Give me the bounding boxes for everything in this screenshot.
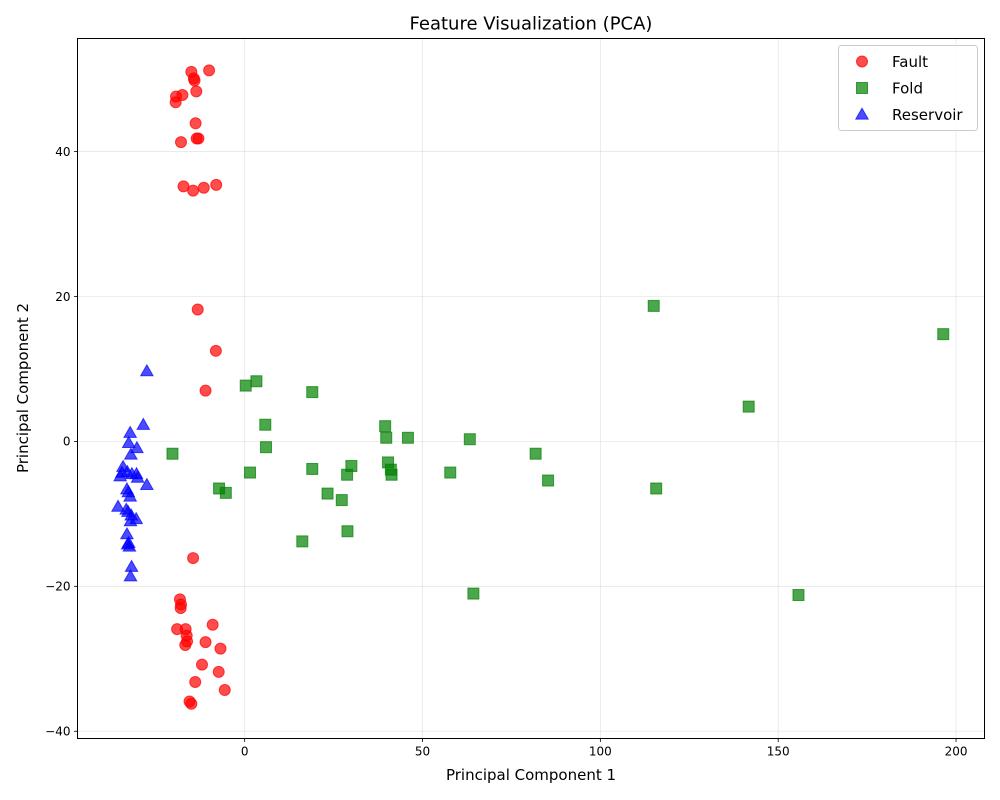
y-tick-label: −20 xyxy=(45,580,70,594)
fault-point xyxy=(188,74,201,87)
x-tick-label: 50 xyxy=(415,745,430,759)
legend-marker-square xyxy=(856,82,868,94)
fold-point xyxy=(296,535,309,548)
fault-point xyxy=(179,639,192,652)
data-points xyxy=(110,64,950,710)
x-tick-label: 100 xyxy=(589,745,612,759)
reservoir-point xyxy=(136,417,151,430)
fold-point xyxy=(306,462,319,475)
y-tick-label: 0 xyxy=(63,435,71,449)
fault-point xyxy=(189,117,202,130)
fold-point xyxy=(742,400,755,413)
x-tick-label: 150 xyxy=(767,745,790,759)
y-tick-label: −40 xyxy=(45,725,70,739)
reservoir-point xyxy=(130,470,145,483)
fold-point xyxy=(401,431,414,444)
fold-point xyxy=(380,431,393,444)
fault-point xyxy=(192,132,205,145)
reservoir-point xyxy=(123,447,138,460)
reservoir-point xyxy=(122,539,137,552)
y-axis-title: Principal Component 2 xyxy=(14,303,32,473)
axis-ticks: 0 50 100 150 200 −40 −20 0 20 40 xyxy=(45,145,967,759)
legend-item-fault: Fault xyxy=(856,53,928,71)
fault-point xyxy=(199,384,212,397)
fold-point xyxy=(444,466,457,479)
legend-item-reservoir: Reservoir xyxy=(854,106,963,124)
fault-point xyxy=(197,181,210,194)
fold-point xyxy=(260,441,273,454)
fold-point xyxy=(219,486,232,499)
fault-point xyxy=(206,618,219,631)
reservoir-point xyxy=(139,363,154,377)
legend-frame xyxy=(838,45,978,131)
reservoir-point xyxy=(123,489,138,502)
fold-point xyxy=(542,474,555,487)
fault-point xyxy=(195,658,208,671)
fault-point xyxy=(189,675,202,688)
fault-point xyxy=(203,64,216,77)
fold-point xyxy=(259,418,272,431)
legend-marker-triangle xyxy=(854,107,870,120)
fold-point xyxy=(792,589,805,602)
fold-point xyxy=(379,420,392,433)
legend-item-fold: Fold xyxy=(856,80,923,98)
legend: Fault Fold Reservoir xyxy=(838,45,978,131)
fold-point xyxy=(306,386,319,399)
y-tick-label: 20 xyxy=(55,290,70,304)
fold-point xyxy=(650,482,663,495)
legend-label: Fault xyxy=(892,53,928,71)
fault-point xyxy=(191,303,204,316)
fault-point xyxy=(209,344,222,357)
fold-point xyxy=(647,299,660,312)
chart-title: Feature Visualization (PCA) xyxy=(410,14,653,35)
series-fault xyxy=(169,64,231,710)
fold-point xyxy=(467,587,480,600)
reservoir-point xyxy=(123,568,138,582)
legend-label: Reservoir xyxy=(892,106,963,124)
x-tick-label: 200 xyxy=(945,745,968,759)
fault-point xyxy=(218,683,231,696)
y-tick-label: 40 xyxy=(55,145,70,159)
fold-point xyxy=(937,328,950,341)
plot-area-frame xyxy=(77,38,985,739)
reservoir-point xyxy=(139,477,154,491)
x-tick-label: 0 xyxy=(241,745,249,759)
grid-lines xyxy=(77,38,985,739)
reservoir-point xyxy=(129,440,144,454)
fault-point xyxy=(199,636,212,649)
series-reservoir xyxy=(110,363,154,582)
fold-point xyxy=(250,375,263,388)
legend-label: Fold xyxy=(892,80,923,98)
fault-point xyxy=(171,623,184,636)
fold-point xyxy=(341,525,354,538)
fold-point xyxy=(341,468,354,481)
fold-point xyxy=(244,466,257,479)
fold-point xyxy=(463,433,476,446)
fault-point xyxy=(214,642,227,655)
reservoir-point xyxy=(121,435,136,448)
fault-point xyxy=(175,136,188,149)
reservoir-point xyxy=(123,425,138,438)
fault-point xyxy=(169,96,182,109)
fault-point xyxy=(185,697,198,710)
series-fold xyxy=(166,299,950,602)
fault-point xyxy=(190,85,203,98)
reservoir-point xyxy=(110,499,126,512)
fault-point xyxy=(210,178,223,191)
fold-point xyxy=(239,379,252,392)
fold-point xyxy=(166,447,179,460)
x-axis-title: Principal Component 1 xyxy=(446,766,616,784)
reservoir-point xyxy=(113,468,128,482)
legend-marker-circle xyxy=(856,55,868,68)
fold-point xyxy=(321,487,334,500)
fold-point xyxy=(385,468,398,481)
fault-point xyxy=(174,602,187,615)
fold-point xyxy=(335,494,348,507)
fault-point xyxy=(187,552,200,565)
fault-point xyxy=(187,184,200,197)
fault-point xyxy=(212,665,225,678)
reservoir-point xyxy=(123,513,138,527)
fold-point xyxy=(529,447,542,460)
